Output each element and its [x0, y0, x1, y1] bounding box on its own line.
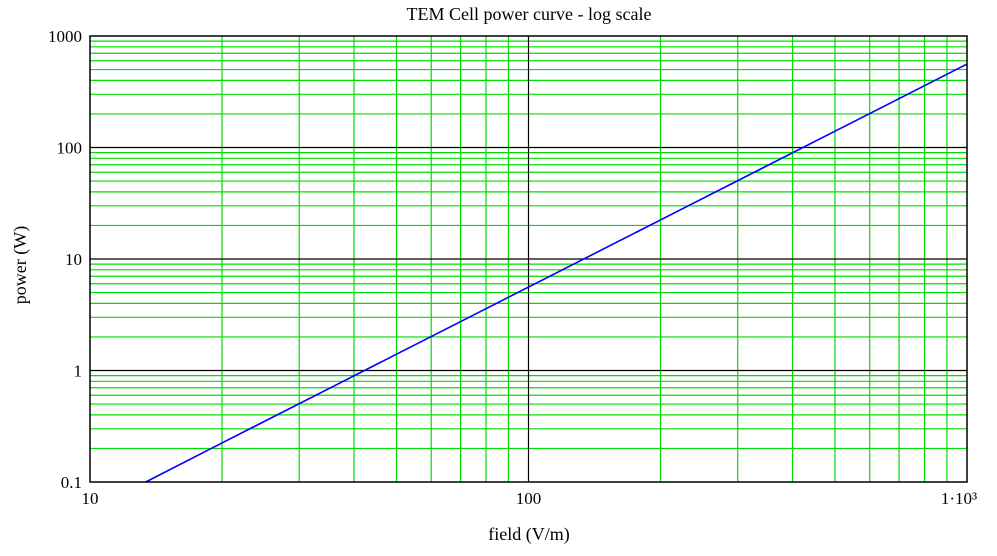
- x-tick-label: 10: [82, 489, 99, 508]
- tick-layer: 0.1 1 10 100 1000 10 100 1·10³: [48, 27, 977, 508]
- y-tick-label: 10: [65, 250, 82, 269]
- y-tick-label: 1000: [48, 27, 82, 46]
- y-tick-label: 0.1: [61, 473, 82, 492]
- plot-border: [89, 35, 968, 483]
- x-tick-label: 100: [516, 489, 542, 508]
- x-tick-label: 1·10³: [941, 489, 977, 508]
- y-axis-label: power (W): [10, 226, 31, 304]
- y-tick-label: 100: [57, 139, 83, 158]
- chart-title: TEM Cell power curve - log scale: [407, 4, 652, 24]
- series-line: [145, 63, 968, 483]
- grid-layer: [90, 36, 967, 482]
- series-layer: [145, 63, 968, 483]
- x-axis-label: field (V/m): [488, 524, 569, 545]
- y-tick-label: 1: [74, 362, 83, 381]
